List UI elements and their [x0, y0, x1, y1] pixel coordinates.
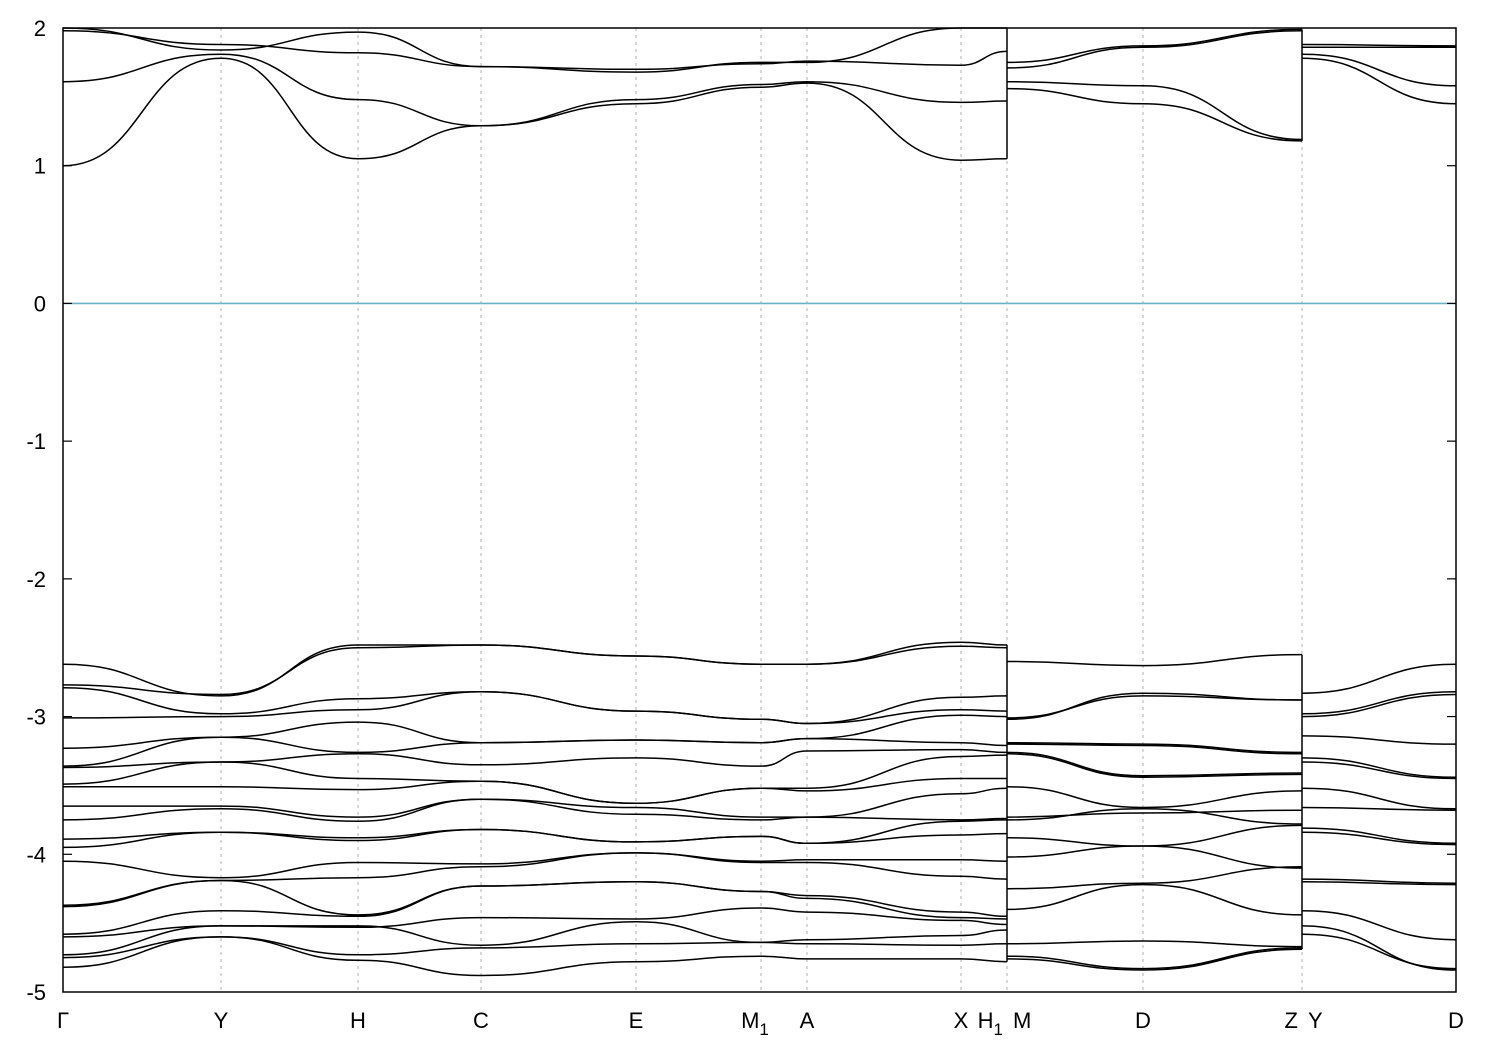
- x-tick-label-1: Y: [214, 1008, 229, 1033]
- band-s0-1: [62, 53, 1008, 127]
- x-tick-label-2: H: [350, 1008, 366, 1033]
- x-tick-label-10-b: Y: [1308, 1008, 1323, 1033]
- band-s2-7: [1301, 735, 1457, 745]
- band-s1-12: [1006, 809, 1303, 818]
- band-s2-9: [1301, 761, 1457, 780]
- band-s0-3: [62, 27, 1007, 73]
- band-s1-9: [1006, 751, 1303, 777]
- band-s1-18: [1006, 940, 1303, 948]
- y-tick-label-1: 1: [34, 154, 46, 179]
- band-s1-1: [1006, 80, 1303, 141]
- grid: [220, 28, 1303, 992]
- band-s2-4: [1301, 663, 1457, 694]
- band-s0-11: [62, 754, 1008, 805]
- y-tick-label-0: 2: [34, 16, 46, 41]
- band-s1-3: [1006, 28, 1303, 64]
- band-s0-0: [62, 57, 1008, 167]
- band-s2-16: [1301, 909, 1457, 941]
- band-s1-20: [1006, 948, 1303, 971]
- band-s2-12: [1301, 827, 1457, 845]
- band-s1-11: [1006, 786, 1303, 809]
- band-s2-5: [1301, 691, 1457, 715]
- band-s0-16: [62, 828, 1008, 849]
- y-tick-label-3: -1: [26, 429, 46, 454]
- x-tick-label-8-b: M: [1013, 1008, 1031, 1033]
- band-s0-17: [62, 852, 1008, 879]
- band-s1-6: [1006, 695, 1303, 719]
- band-s1-8: [1006, 743, 1303, 755]
- band-s0-4: [62, 641, 1008, 697]
- band-s1-16: [1006, 865, 1303, 890]
- band-s0-21: [62, 907, 1008, 938]
- x-tick-label-6: A: [800, 1008, 815, 1033]
- y-tick-label-5: -3: [26, 705, 46, 730]
- x-tick-label-9: D: [1135, 1008, 1151, 1033]
- band-s2-8: [1301, 757, 1457, 778]
- y-tick-label-7: -5: [26, 980, 46, 1005]
- y-tick-labels: 2 1 0 -1 -2 -3 -4 -5: [26, 16, 46, 1005]
- band-s2-18: [1301, 933, 1457, 970]
- band-s2-0: [1301, 57, 1457, 105]
- band-s1-2: [1006, 30, 1303, 69]
- band-s1-4: [1006, 653, 1303, 667]
- band-s2-1: [1301, 53, 1457, 87]
- band-s1-14: [1006, 824, 1303, 847]
- band-s1-7: [1006, 741, 1303, 754]
- bands: [62, 27, 1457, 977]
- x-tick-label-11: D: [1448, 1008, 1464, 1033]
- y-tick-label-6: -4: [26, 842, 46, 867]
- band-s2-17: [1301, 925, 1457, 971]
- band-s0-22: [62, 921, 1008, 956]
- x-tick-label-4: E: [629, 1008, 644, 1033]
- band-s1-13: [1006, 808, 1303, 825]
- band-s0-6: [62, 686, 1008, 725]
- plot-border: [62, 27, 1457, 993]
- band-s1-19: [1006, 947, 1303, 970]
- band-s2-11: [1301, 806, 1457, 811]
- plot-frame: [62, 27, 1457, 993]
- band-s2-15: [1301, 881, 1457, 886]
- band-s2-13: [1301, 831, 1457, 846]
- band-s1-17: [1006, 883, 1303, 916]
- band-s1-0: [1006, 87, 1303, 142]
- band-s0-13: [63, 787, 1008, 818]
- band-s0-20: [62, 881, 1008, 935]
- band-s0-5: [62, 644, 1008, 696]
- x-tick-label-8-a: H1: [978, 1008, 1003, 1039]
- band-s1-10: [1006, 753, 1303, 778]
- band-s2-14: [1301, 878, 1457, 884]
- band-s1-5: [1006, 692, 1303, 721]
- band-s1-15: [1006, 845, 1303, 869]
- band-s2-3: [1301, 43, 1457, 47]
- band-s0-7: [62, 691, 1008, 725]
- x-tick-label-10-a: Z: [1285, 1008, 1298, 1033]
- band-s0-10: [62, 748, 1008, 769]
- band-s0-24: [62, 936, 1008, 977]
- x-tick-label-3: C: [473, 1008, 489, 1033]
- band-s2-6: [1301, 693, 1457, 718]
- band-s0-2: [62, 30, 1008, 71]
- x-tick-label-0: Γ: [57, 1008, 69, 1033]
- y-tick-label-4: -2: [26, 567, 46, 592]
- band-s0-12: [63, 777, 1007, 805]
- band-s0-9: [62, 736, 1008, 767]
- band-s0-14: [62, 798, 1008, 822]
- x-tick-label-5: M1: [741, 1008, 769, 1039]
- band-s2-10: [1301, 787, 1457, 810]
- x-tick-labels: Γ Y H C E M1 A X H1 M D Z Y D: [57, 1008, 1464, 1039]
- y-tick-label-2: 0: [34, 291, 46, 316]
- x-tick-label-7: X: [954, 1008, 969, 1033]
